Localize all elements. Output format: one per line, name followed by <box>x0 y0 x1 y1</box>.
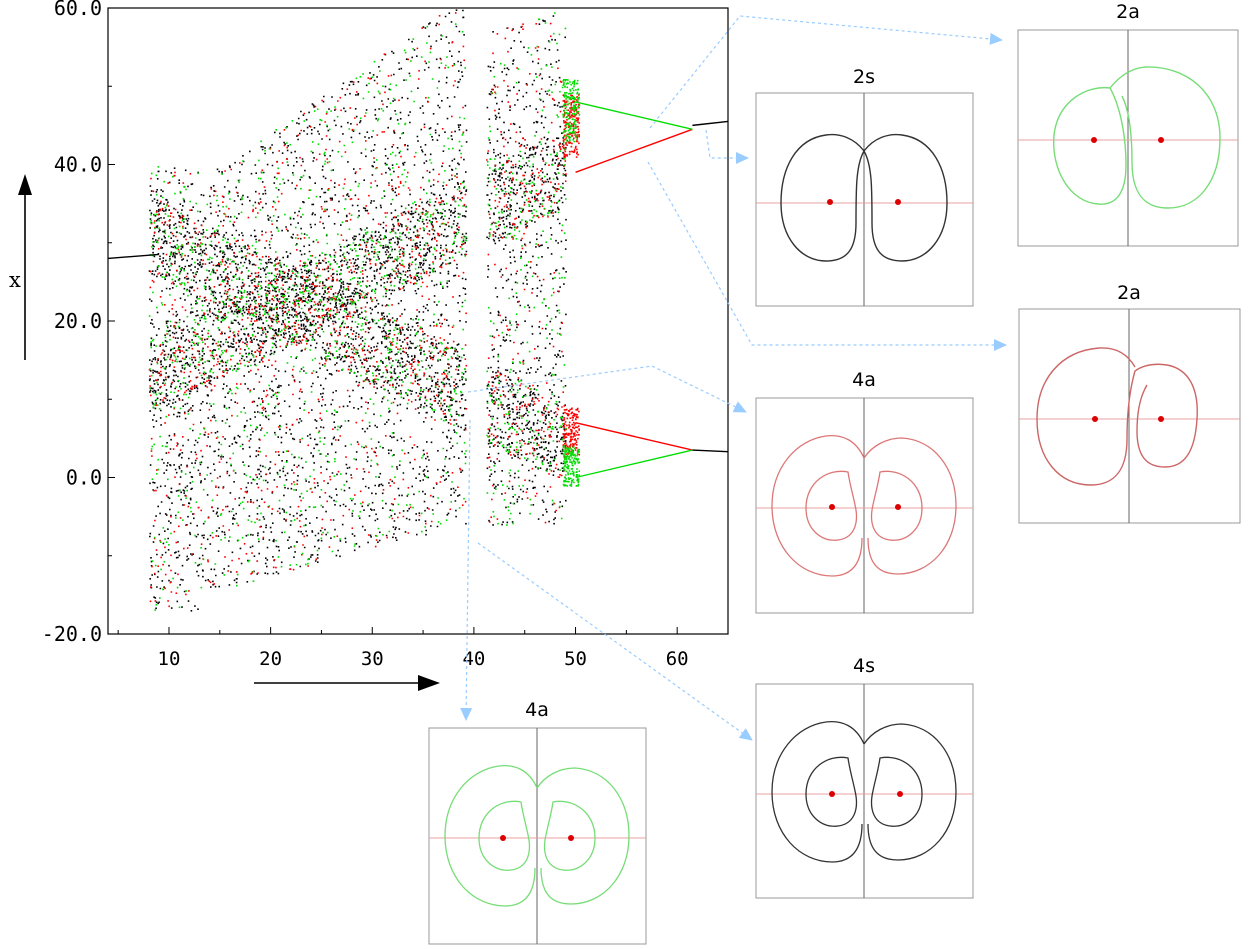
y-tick-label: 40.0 <box>54 153 102 177</box>
inset-2a-middle: 2a <box>1018 282 1241 524</box>
stable-branch-line <box>575 101 693 130</box>
x-tick-label: 30 <box>361 648 384 670</box>
stable-branch-line <box>692 120 728 127</box>
stable-branch-line <box>575 449 693 479</box>
orbit-curve-inner <box>805 756 923 827</box>
x-tick-label: 60 <box>666 648 689 670</box>
orbit-curve <box>1053 66 1221 209</box>
y-axis-ticks: -20.0 0.0 20.0 40.0 60.0 <box>42 0 115 646</box>
inset-title: 4s <box>853 655 875 677</box>
fixed-point-right <box>1158 416 1164 422</box>
fixed-point-left <box>1091 137 1097 143</box>
inset-4s: 4s <box>755 655 974 899</box>
connector-2a-top <box>649 15 1003 129</box>
fixed-point-left <box>827 199 833 205</box>
orbit-curve <box>780 133 948 262</box>
inset-title: 2s <box>853 66 875 88</box>
y-axis-label: x <box>9 268 21 292</box>
y-tick-label: -20.0 <box>42 622 102 646</box>
orbit-curve-inner <box>805 470 923 541</box>
connector-4a-bottom <box>460 419 473 721</box>
fixed-point-right <box>895 199 901 205</box>
stable-branch-line <box>575 422 693 451</box>
orbit-curve <box>1036 347 1198 486</box>
orbit-curve-inner <box>478 800 596 871</box>
x-direction-arrow <box>254 675 440 691</box>
fixed-point-right <box>568 835 574 841</box>
x-tick-label: 20 <box>259 648 282 670</box>
connector-2s <box>705 129 749 164</box>
stable-branch-line <box>108 253 159 260</box>
scatter-points <box>148 12 581 608</box>
x-tick-label: 10 <box>158 648 181 670</box>
inset-connectors <box>460 15 1007 741</box>
stable-branch-line <box>575 128 693 173</box>
inset-title: 2a <box>1117 282 1141 304</box>
fixed-point-right <box>1158 137 1164 143</box>
y-tick-label: 20.0 <box>54 309 102 333</box>
stable-branch-line <box>692 449 728 453</box>
bifurcation-scatter-cloud <box>148 9 581 612</box>
y-tick-label: 60.0 <box>54 0 102 20</box>
fixed-point-left <box>1092 416 1098 422</box>
fixed-point-left <box>829 504 835 510</box>
fixed-point-right <box>897 791 903 797</box>
connector-4s <box>477 542 753 741</box>
fixed-point-right <box>895 504 901 510</box>
scatter-points <box>148 9 567 612</box>
orbit-curve-outer <box>771 720 957 863</box>
y-direction-arrow <box>18 174 32 360</box>
inset-4a-bottom: 4a <box>428 699 647 945</box>
orbit-curve-outer <box>771 434 957 577</box>
fixed-point-left <box>829 791 835 797</box>
inset-title: 4a <box>525 699 549 721</box>
x-axis-ticks: 10 20 30 40 50 60 <box>117 627 729 670</box>
connector-2a-middle <box>647 161 1007 351</box>
inset-2a-top: 2a <box>1017 1 1239 247</box>
x-tick-label: 50 <box>564 648 587 670</box>
fixed-point-left <box>500 835 506 841</box>
inset-title: 2a <box>1116 1 1140 23</box>
connector-4a-right <box>467 365 747 413</box>
stable-branches <box>108 101 728 479</box>
orbit-curve-outer <box>444 764 630 907</box>
inset-2s: 2s <box>755 66 974 307</box>
inset-4a-right: 4a <box>755 369 974 614</box>
x-tick-label: 40 <box>462 648 485 670</box>
scatter-points <box>148 12 581 611</box>
inset-title: 4a <box>852 369 876 391</box>
y-tick-label: 0.0 <box>66 466 102 490</box>
